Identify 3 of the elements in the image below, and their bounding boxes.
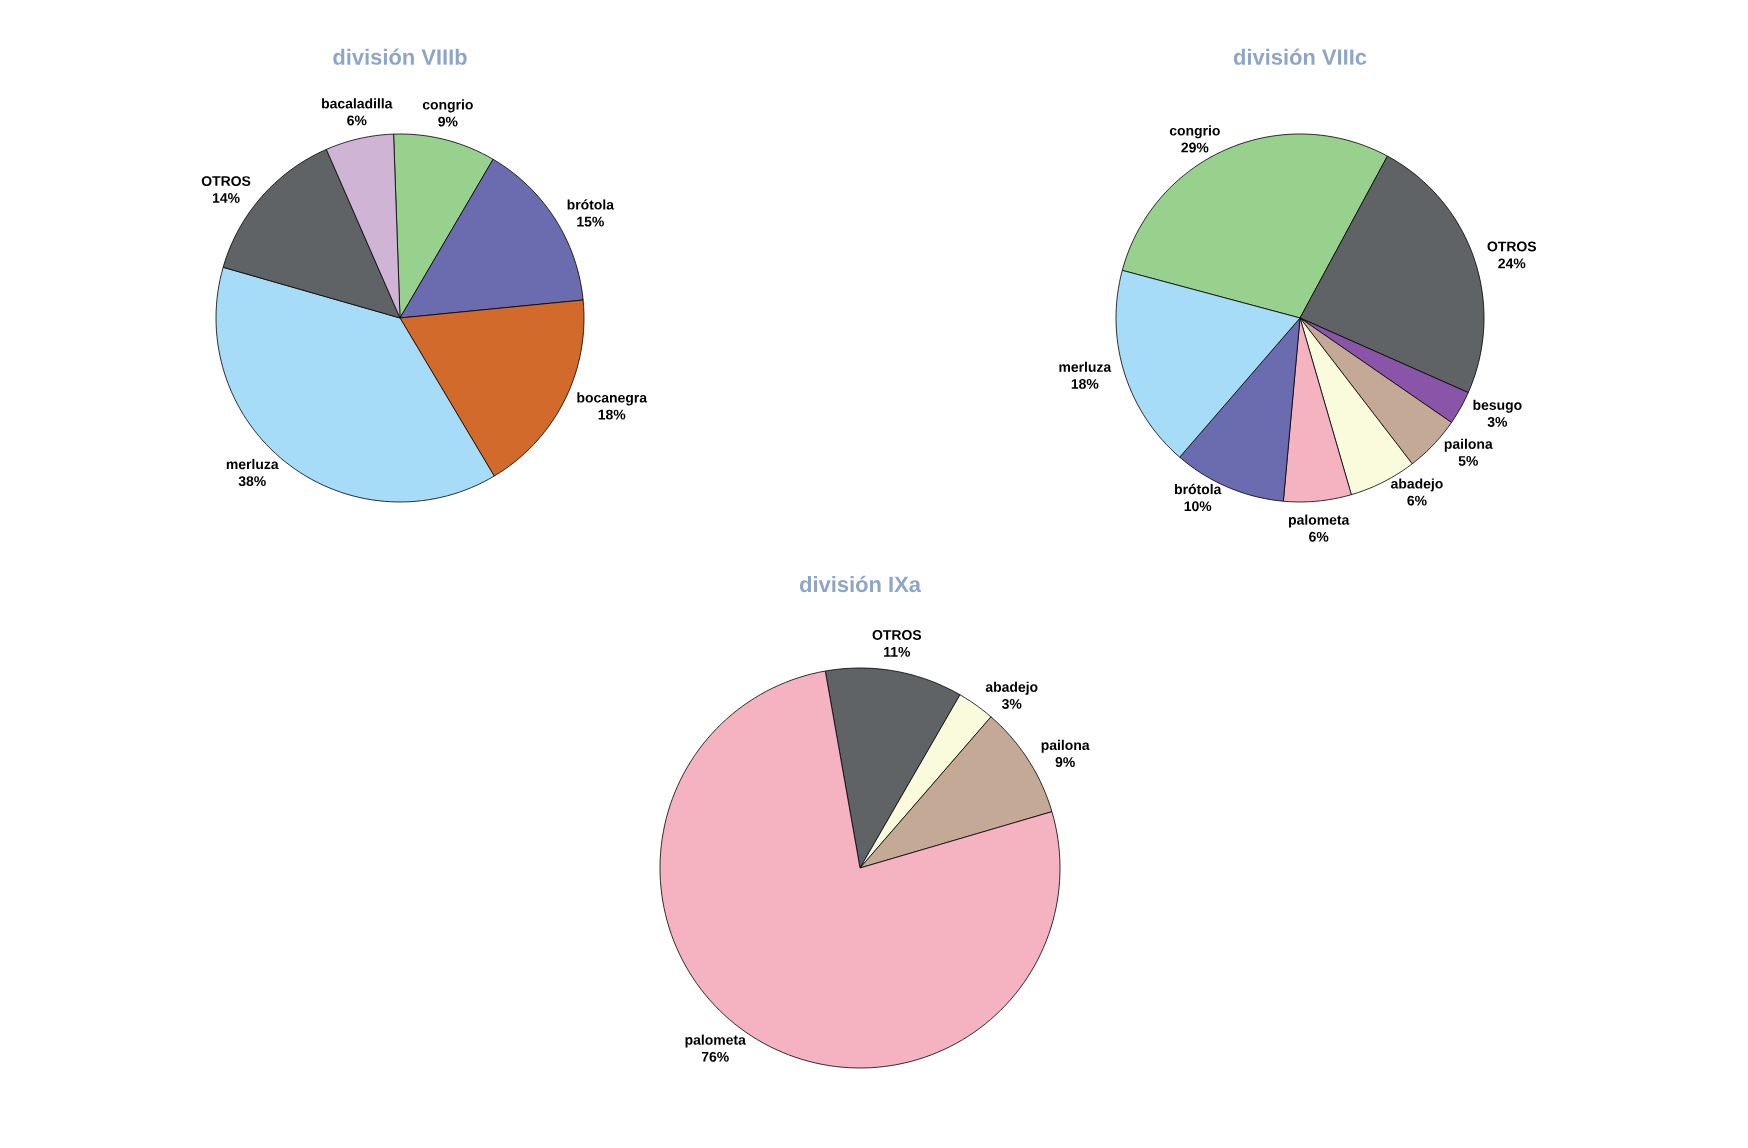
chart-title: división VIIIb — [333, 48, 467, 65]
chart-title: división VIIIc — [1233, 48, 1367, 65]
chart-title: división IXa — [800, 575, 922, 593]
